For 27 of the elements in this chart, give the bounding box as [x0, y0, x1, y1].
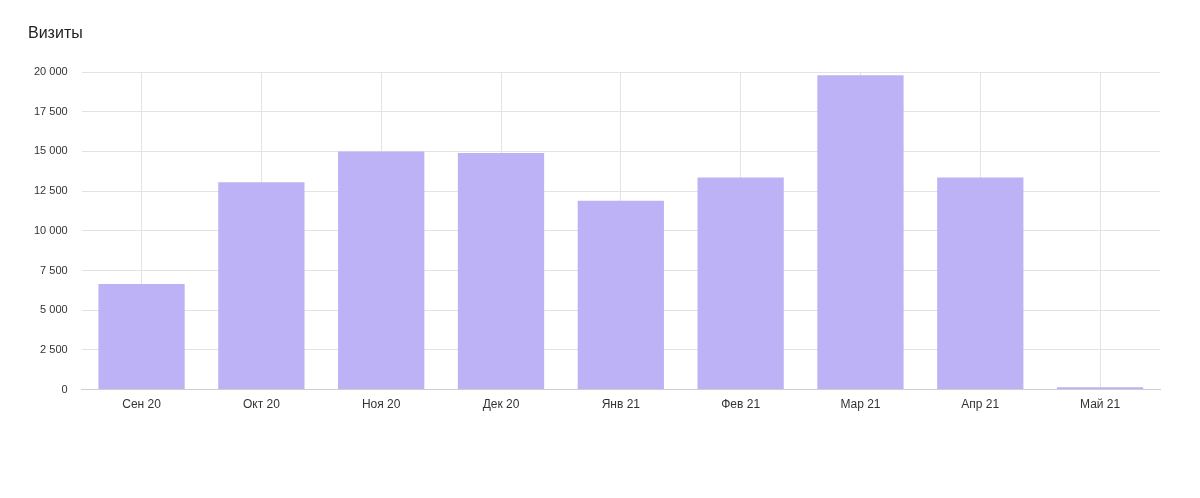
x-tick-label: Апр 21 — [961, 397, 1000, 412]
bar — [817, 75, 904, 390]
bar — [218, 182, 305, 390]
x-tick-label: Фев 21 — [721, 397, 761, 412]
y-tick-label: 7 500 — [40, 263, 68, 276]
x-tick-label: Янв 21 — [601, 397, 641, 412]
y-tick-label: 15 000 — [33, 144, 68, 157]
bar — [338, 151, 425, 390]
bar — [697, 177, 784, 390]
bar — [937, 177, 1024, 390]
y-tick-label: 2 500 — [40, 342, 68, 355]
bar — [457, 152, 545, 390]
bar — [98, 284, 185, 390]
y-tick-label: 17 500 — [33, 104, 68, 117]
x-tick-label: Май 21 — [1079, 397, 1121, 412]
y-tick-label: 20 000 — [33, 65, 68, 78]
y-tick-label: 10 000 — [33, 223, 68, 236]
x-tick-label: Ноя 20 — [361, 397, 401, 412]
bar — [577, 200, 664, 390]
x-tick-label: Мар 21 — [840, 397, 881, 412]
chart-title: Визиты — [28, 24, 83, 42]
x-tick-label: Окт 20 — [242, 397, 281, 412]
y-tick-label: 5 000 — [40, 303, 68, 316]
x-tick-label: Дек 20 — [482, 397, 520, 412]
y-tick-label: 12 500 — [33, 184, 68, 197]
y-tick-label: 0 — [61, 382, 68, 395]
x-tick-label: Сен 20 — [122, 397, 162, 412]
